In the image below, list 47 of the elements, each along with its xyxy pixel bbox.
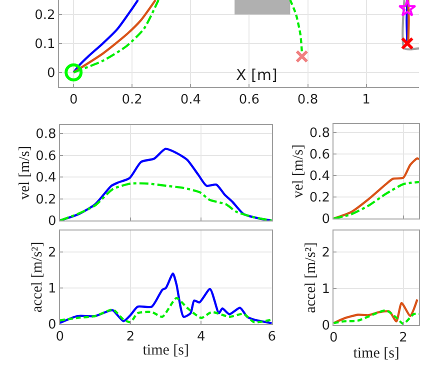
line-series	[60, 272, 272, 324]
y-tick-label: 2	[48, 245, 56, 260]
y-tick-label: 0.2	[309, 190, 330, 206]
x-tick-label: 0.6	[238, 92, 260, 108]
line-series	[334, 298, 418, 324]
y-axis-title: accel [m/s²]	[303, 242, 320, 313]
point	[398, 0, 416, 16]
y-tick-label: 0.8	[309, 126, 330, 142]
y-tick-label: 0	[47, 66, 56, 81]
y-tick-label: 0	[322, 212, 330, 228]
y-tick-label: 2	[322, 246, 330, 261]
y-tick-label: 0.4	[309, 169, 330, 184]
point	[295, 50, 308, 63]
x-tick-label: 0	[69, 92, 78, 108]
x-tick-label: 2	[126, 330, 135, 345]
x-tick-label: 0.8	[297, 92, 318, 108]
y-tick-label: 0.2	[34, 8, 56, 24]
y-tick-label: 0.8	[36, 127, 56, 142]
y-tick-label: 0	[322, 318, 330, 334]
x-axis-title: X [m]	[236, 66, 278, 84]
x-tick-label: 0.2	[122, 92, 142, 108]
y-axis-title: accel [m/s²]	[29, 242, 46, 313]
y-tick-label: 0.6	[36, 148, 56, 164]
y-tick-label: 0	[48, 318, 56, 333]
x-tick-label: 4	[197, 330, 206, 345]
y-tick-label: 0	[48, 214, 56, 230]
line-series	[60, 182, 272, 221]
line-series	[334, 157, 419, 219]
y-tick-label: 0.6	[309, 148, 330, 163]
line-series	[60, 296, 272, 324]
x-axis-title: time [s]	[142, 342, 190, 359]
line-series	[289, 0, 304, 54]
x-tick-label: 1	[362, 92, 370, 108]
y-tick-label: 0.1	[34, 36, 56, 52]
y-tick-label: 0.2	[36, 192, 56, 208]
x-tick-label: 2	[399, 330, 408, 346]
y-axis-title: vel [m/s]	[290, 144, 307, 198]
x-tick-label: 6	[268, 330, 276, 345]
x-tick-label: 0.4	[180, 92, 202, 108]
y-axis-title: vel [m/s]	[16, 146, 33, 200]
x-axis-title: time [s]	[353, 346, 400, 362]
point	[64, 63, 83, 82]
y-tick-label: 0.4	[36, 170, 56, 186]
line-series	[334, 180, 419, 219]
point	[400, 36, 414, 50]
y-tick-label: 1	[322, 282, 330, 298]
y-tick-label: 1	[48, 282, 56, 297]
